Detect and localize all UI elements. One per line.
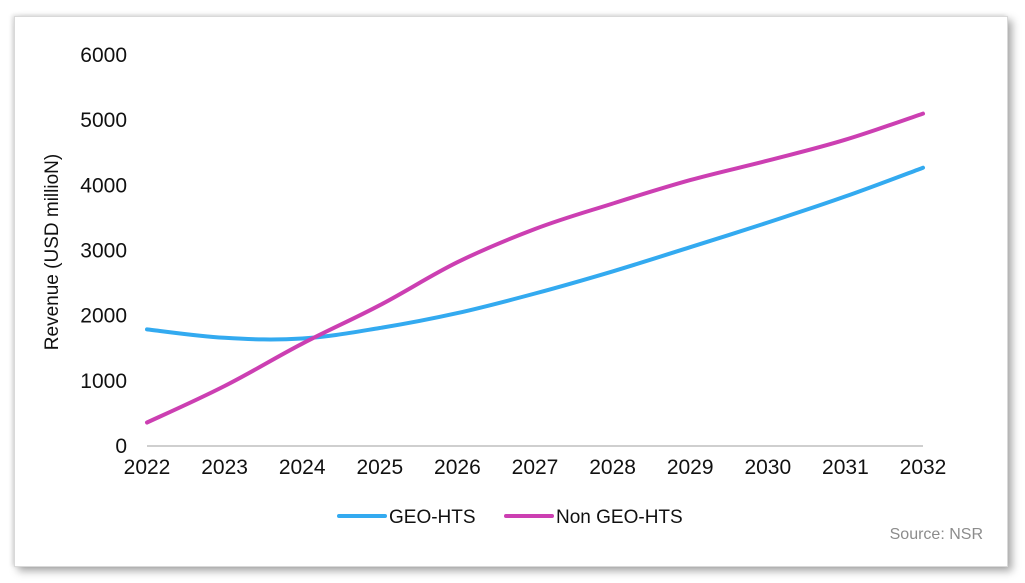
y-tick-label: 2000 <box>80 305 127 328</box>
legend-item: GEO-HTS <box>337 507 476 528</box>
series-lines <box>145 111 925 425</box>
x-tick-label: 2022 <box>124 456 171 479</box>
y-tick-label: 1000 <box>80 370 127 393</box>
legend-label: GEO-HTS <box>389 507 476 528</box>
y-tick-label: 3000 <box>80 240 127 263</box>
legend-label: Non GEO-HTS <box>556 507 683 528</box>
x-tick-label: 2030 <box>744 456 791 479</box>
series-line-geo-hts <box>145 165 925 342</box>
x-tick-label: 2029 <box>667 456 714 479</box>
x-tick-label: 2026 <box>434 456 481 479</box>
y-axis-title: Revenue (USD millioN) <box>42 154 63 350</box>
x-tick-label: 2031 <box>822 456 869 479</box>
x-tick-label: 2028 <box>589 456 636 479</box>
y-axis-ticks: 0 1000 2000 3000 4000 5000 6000 <box>80 44 127 458</box>
x-tick-label: 2023 <box>201 456 248 479</box>
series-line-non-geo-hts <box>145 111 925 425</box>
y-tick-label: 6000 <box>80 44 127 67</box>
y-tick-label: 4000 <box>80 174 127 197</box>
y-tick-label: 5000 <box>80 109 127 132</box>
x-tick-label: 2025 <box>356 456 403 479</box>
x-tick-label: 2024 <box>279 456 326 479</box>
x-tick-label: 2032 <box>900 456 947 479</box>
x-axis-ticks: 2022 2023 2024 2025 2026 2027 2028 2029 2030 2031… <box>124 456 947 479</box>
legend: GEO-HTS Non GEO-HTS <box>337 507 683 528</box>
source-note: Source: NSR <box>890 526 983 543</box>
x-tick-label: 2027 <box>512 456 559 479</box>
y-tick-label: 0 <box>115 435 127 458</box>
legend-item: Non GEO-HTS <box>504 507 683 528</box>
chart-frame <box>14 16 1008 567</box>
